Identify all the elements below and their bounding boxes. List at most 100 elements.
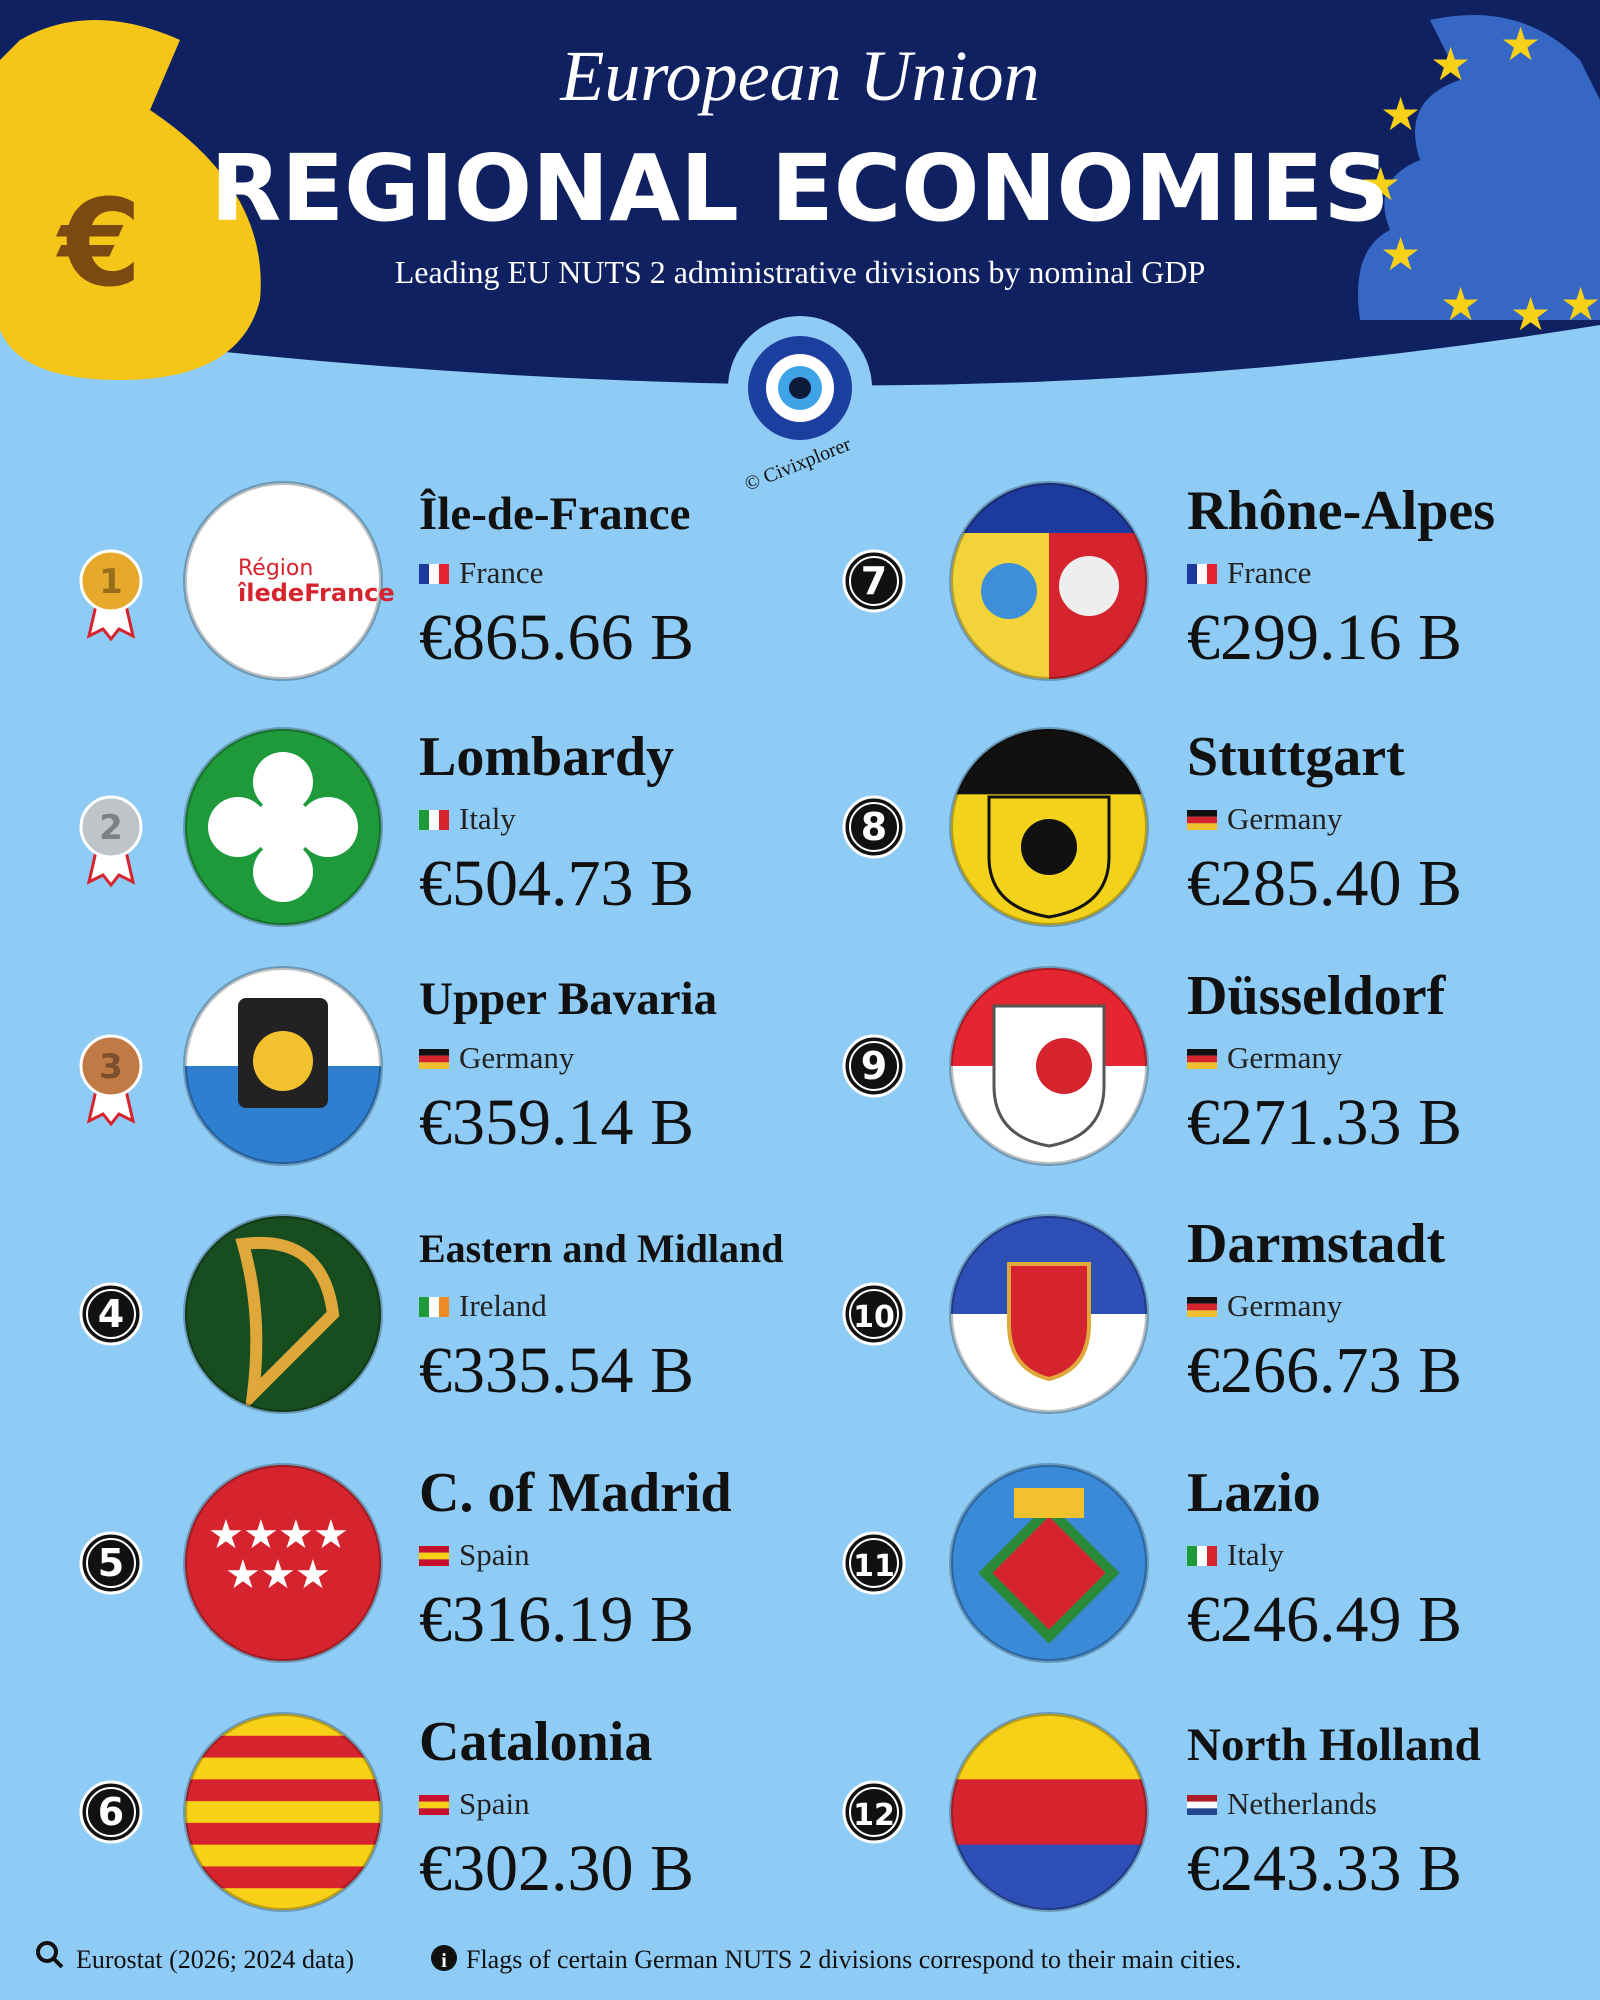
flag-stripe	[1187, 816, 1217, 824]
flag-motif: ★	[225, 1552, 261, 1598]
flag-stripe	[1187, 1808, 1217, 1816]
rank: 5	[98, 1541, 124, 1585]
flag-stripe	[185, 1735, 381, 1759]
rank-badge	[842, 1282, 906, 1346]
flag-gloss	[949, 481, 1149, 681]
flag-motif	[208, 797, 268, 857]
flag-motif	[1007, 1262, 1091, 1382]
country-flag	[1187, 1795, 1217, 1816]
region-flag: ★ ★ ★ ★★ ★ ★	[185, 1465, 381, 1661]
flag-stripe	[1207, 564, 1217, 584]
flag-motif: ★	[260, 1552, 296, 1598]
flag-motif	[253, 752, 313, 812]
flag-stripe	[951, 1779, 1147, 1846]
header-band	[0, 0, 1600, 386]
country-flag	[1187, 1297, 1217, 1318]
flag-stripe	[1187, 823, 1217, 831]
flag-gloss	[949, 727, 1149, 927]
rank: 7	[861, 559, 887, 603]
flag-stripe	[429, 1297, 439, 1317]
rank-ring	[849, 1289, 899, 1339]
flag-stripe	[419, 1552, 449, 1560]
flag-motif: ★	[295, 1552, 331, 1598]
gdp: €302.30 B	[419, 1832, 694, 1905]
svg-text:€: €	[55, 175, 142, 314]
region-name: Eastern and Midland	[419, 1226, 784, 1271]
svg-text:★: ★	[1510, 287, 1551, 341]
flag-stripe	[429, 564, 439, 584]
flag-stripe	[185, 1801, 381, 1824]
country-flag	[1187, 810, 1217, 831]
country-flag	[419, 1049, 449, 1070]
flag-motif: ★	[278, 1512, 314, 1558]
region-name: North Holland	[1187, 1719, 1481, 1771]
logo-text: Région	[238, 556, 313, 581]
gdp: €316.19 B	[419, 1583, 694, 1656]
flag-motif	[253, 1031, 313, 1091]
svg-text:★: ★	[1560, 277, 1600, 331]
medal	[79, 1034, 143, 1098]
rank: 12	[853, 1798, 895, 1833]
svg-text:★: ★	[1440, 277, 1481, 331]
region-name: Rhône-Alpes	[1187, 480, 1495, 542]
gdp: €243.33 B	[1187, 1832, 1462, 1905]
svg-text:★: ★	[1360, 157, 1401, 211]
region-row: 3 Upper Bavaria Germany €359.14 B	[79, 966, 717, 1166]
rank: 6	[98, 1790, 124, 1834]
svg-text:★: ★	[1380, 227, 1421, 281]
flag-bg	[185, 483, 381, 679]
flag-gloss	[949, 966, 1149, 1166]
country-flag	[419, 1297, 449, 1317]
flag-stripe	[439, 1297, 449, 1317]
rank: 3	[99, 1047, 123, 1087]
flag-stripe	[185, 1757, 381, 1781]
flag-motif	[1059, 556, 1119, 616]
gdp: €504.73 B	[419, 847, 694, 920]
gdp: €299.16 B	[1187, 601, 1462, 674]
note: Flags of certain German NUTS 2 divisions…	[466, 1945, 1242, 1974]
rank-ring	[86, 1289, 136, 1339]
region-row: 10 Darmstadt Germany €266.73 B	[842, 1213, 1462, 1414]
flag-stripe	[419, 810, 429, 830]
flag-motif: ★	[243, 1512, 279, 1558]
svg-text:★: ★	[1500, 17, 1541, 71]
flag-gloss	[183, 1712, 383, 1912]
rank-badge	[842, 1531, 906, 1595]
region-row: 11 Lazio Italy €246.49 B	[842, 1462, 1462, 1663]
rank-badge	[79, 1282, 143, 1346]
flag-stripe	[185, 1822, 381, 1846]
region-name: Catalonia	[419, 1711, 652, 1773]
country: Germany	[1227, 801, 1343, 836]
flag-stripe	[1187, 564, 1197, 584]
flag-stripe	[185, 1844, 381, 1868]
flag-stripe	[419, 1808, 449, 1816]
flag-motif	[253, 842, 313, 902]
rank-badge	[842, 549, 906, 613]
region-flag	[185, 1216, 381, 1412]
region-name: C. of Madrid	[419, 1462, 732, 1524]
flag-stripe	[429, 810, 439, 830]
region-row: 8 Stuttgart Germany €285.40 B	[842, 726, 1462, 927]
svg-text:★: ★	[1380, 87, 1421, 141]
eu-map: ★ ★★★★★ ★ ★	[1358, 15, 1600, 341]
gdp: €865.66 B	[419, 601, 694, 674]
heading: REGIONAL ECONOMIES	[210, 135, 1389, 242]
flag-motif	[981, 563, 1037, 619]
flag-stripe	[419, 1546, 449, 1553]
flag-stripe	[419, 1062, 449, 1070]
flag-stripe	[1187, 1297, 1217, 1304]
flag-motif	[1014, 1488, 1084, 1518]
flag-stripe	[439, 564, 449, 584]
country-flag	[419, 564, 449, 584]
flag-stripe	[1187, 1055, 1217, 1063]
region-name: Upper Bavaria	[419, 973, 717, 1025]
region-name: Stuttgart	[1187, 726, 1405, 788]
flag-stripe	[419, 1297, 429, 1317]
flag-motif	[1021, 819, 1077, 875]
rank-badge	[842, 1780, 906, 1844]
region-flag	[185, 483, 381, 679]
money-bag: €	[0, 20, 261, 380]
country: France	[459, 555, 543, 590]
